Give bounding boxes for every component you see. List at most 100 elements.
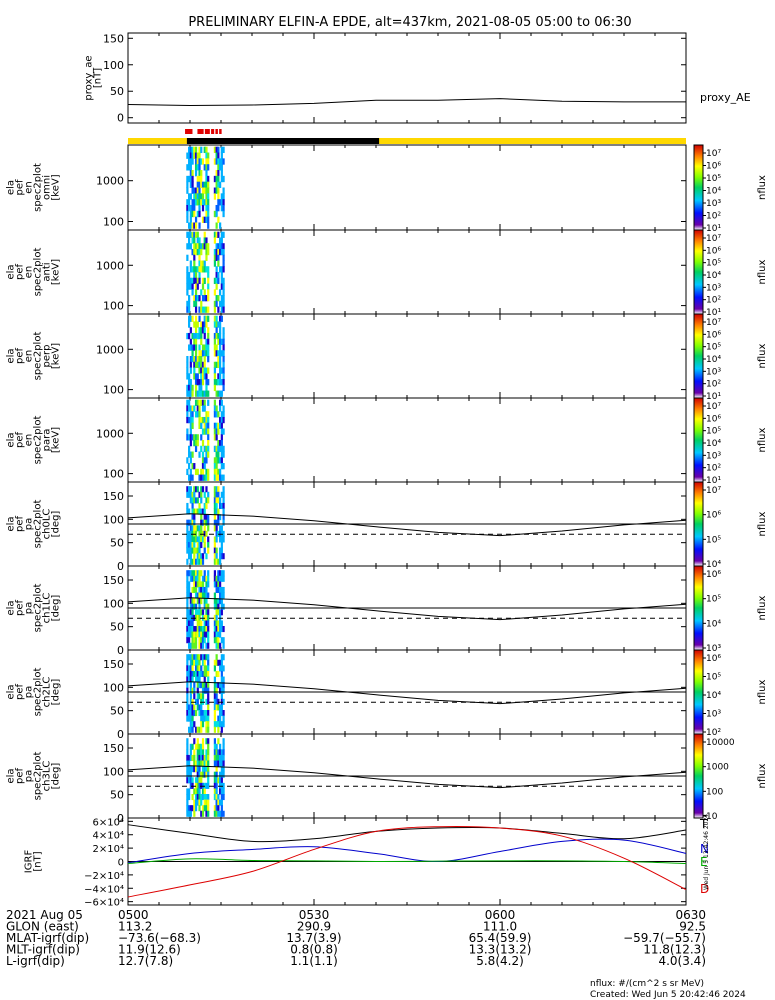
- panel-ylabel: para: [42, 429, 53, 452]
- spectrogram-cell: [215, 344, 218, 351]
- spectrogram-cell: [217, 799, 220, 806]
- spectrogram-cell: [198, 704, 201, 711]
- ephemeris-cell: 92.5: [679, 920, 706, 934]
- spectrogram-cell: [205, 586, 208, 594]
- spectrogram-cell: [217, 193, 220, 200]
- spectrogram-cell: [213, 379, 217, 386]
- spectrogram-cell: [219, 581, 222, 588]
- spectrogram-cell: [217, 187, 220, 194]
- spectrogram-cell: [191, 766, 194, 773]
- spectrogram-cell: [207, 295, 210, 302]
- spectrogram-cell: [203, 603, 206, 610]
- spectrogram-cell: [186, 254, 189, 261]
- spectrogram-cell: [207, 266, 210, 273]
- spectrogram-cell: [215, 698, 218, 705]
- spectrogram-cell: [213, 248, 217, 256]
- spectrogram-cell: [219, 592, 222, 599]
- spectrogram-cell: [193, 344, 196, 351]
- spectrogram-cell: [189, 204, 192, 212]
- spectrogram-cell: [217, 361, 220, 369]
- panel-ylabel: en: [24, 181, 35, 194]
- spectrogram-cell: [215, 614, 218, 621]
- spectrogram-cell: [200, 570, 203, 577]
- spectrogram-cell: [220, 586, 223, 594]
- spectrogram-cell: [196, 536, 199, 543]
- spectrogram-cell: [191, 547, 194, 554]
- colorbar-label: 100: [706, 787, 723, 797]
- spectrogram-cell: [222, 306, 225, 313]
- spectrogram-cell: [205, 530, 208, 537]
- spectrogram-cell: [189, 553, 192, 560]
- spectrogram-cell: [222, 676, 225, 683]
- spectrogram-cell: [194, 698, 198, 705]
- spectrogram-cell: [201, 277, 205, 285]
- colorbar-label: 10²: [706, 212, 721, 222]
- spectrogram-cell: [191, 474, 194, 481]
- spectrogram-cell: [222, 530, 225, 537]
- spectrogram-cell: [186, 760, 189, 767]
- spectrogram-cell: [215, 508, 218, 515]
- spectrogram-cell: [213, 626, 217, 633]
- spectrogram-cell: [194, 344, 198, 351]
- spectrogram-cell: [219, 810, 222, 817]
- spectrogram-cell: [191, 670, 194, 678]
- spectrogram-cell: [217, 558, 220, 565]
- spectrogram-cell: [191, 277, 194, 285]
- spectrogram-cell: [205, 782, 208, 789]
- spectrogram-cell: [220, 350, 223, 357]
- spectrogram-cell: [213, 536, 217, 543]
- spectrogram-cell: [222, 497, 225, 504]
- spectrogram-cell: [196, 581, 199, 588]
- spectrogram-cell: [203, 295, 206, 302]
- spectrogram-cell: [213, 665, 217, 672]
- spectrogram-cell: [207, 152, 210, 159]
- colorbar: [693, 229, 704, 315]
- spectrogram-cell: [194, 788, 198, 795]
- orbit-bar-red-mark: [215, 129, 218, 134]
- spectrogram-cell: [217, 216, 220, 223]
- spectrogram-cell: [194, 558, 198, 565]
- spectrogram-cell: [186, 777, 189, 784]
- spectrogram-cell: [219, 164, 222, 171]
- spectrogram-cell: [215, 332, 218, 340]
- spectrogram-cell: [186, 592, 189, 599]
- colorbar-label: 10⁷: [706, 234, 721, 244]
- spectrogram-cell: [213, 592, 217, 599]
- spectrogram-cell: [194, 170, 198, 177]
- spectrogram-cell: [193, 754, 196, 762]
- spectrogram-cell: [201, 457, 205, 464]
- series-igrf-n: [127, 838, 687, 864]
- spectrogram-cell: [207, 451, 210, 458]
- spectrogram-cell: [215, 620, 218, 627]
- spectrogram-cell: [186, 575, 189, 582]
- spectrogram-cell: [194, 266, 198, 273]
- spectrogram-cell: [198, 788, 201, 795]
- panel-stack: proxy_ae[nT]150100500proxy_AEelapefenspe…: [6, 32, 769, 908]
- spectrogram-cell: [205, 754, 208, 762]
- spectrogram-cell: [205, 749, 208, 756]
- panel-ylabel: omni: [42, 175, 53, 200]
- panel-ylabel: pef: [15, 684, 26, 701]
- spectrogram-cell: [222, 760, 225, 767]
- spectrogram-cell: [198, 743, 201, 750]
- spectrogram-cell: [219, 199, 222, 206]
- spectrogram-cell: [207, 626, 210, 633]
- spectrogram-cell: [201, 743, 205, 750]
- spectrogram-cell: [196, 794, 199, 801]
- spectrogram-cell: [215, 766, 218, 773]
- spectrogram-cell: [205, 715, 208, 722]
- spectrogram-cell: [201, 749, 205, 756]
- spectrogram-cell: [186, 586, 189, 594]
- spectrogram-cell: [203, 766, 206, 773]
- spectrogram-cell: [222, 536, 225, 543]
- spectrogram-cell: [194, 146, 198, 154]
- spectrogram-cell: [191, 289, 194, 296]
- spectrogram-cell: [186, 164, 189, 171]
- spectrogram-cell: [200, 434, 203, 441]
- y-tick-label: 0: [117, 644, 124, 657]
- spectrogram-cell: [201, 581, 205, 588]
- spectrogram-cell: [219, 631, 222, 638]
- spectrogram-cell: [203, 586, 206, 594]
- colorbar-label: 10⁷: [706, 318, 721, 328]
- spectrogram-cell: [207, 216, 210, 223]
